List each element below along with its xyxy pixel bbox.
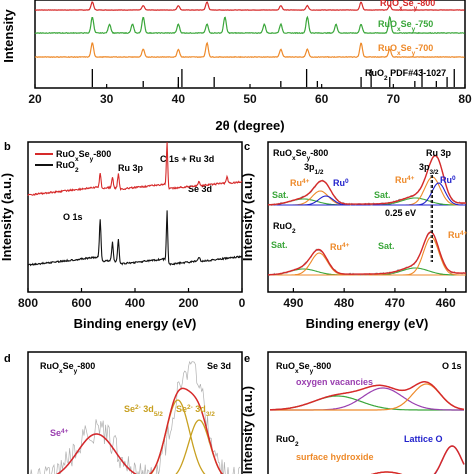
panel-c-curves — [267, 154, 467, 276]
c-label-shift: 0.25 eV — [385, 208, 416, 218]
xrd-series-3 — [34, 41, 465, 59]
a-xlabel: 2θ (degree) — [215, 118, 284, 133]
e-label-surface-hydroxide: surface hydroxide — [296, 452, 374, 462]
panel-c-ticks: 490 480 470 460 — [283, 288, 456, 310]
d-label-se4: Se4+ — [50, 428, 69, 439]
panel-c-frame — [267, 141, 467, 293]
c-label-sat-3: Sat. — [271, 240, 288, 250]
b-legend-ruo2: RuO2 — [56, 160, 79, 174]
c-tick-label: 460 — [436, 296, 456, 310]
c-label-sat-1: Sat. — [272, 190, 289, 200]
a-label-700: RuOxSey-700 — [378, 43, 433, 57]
panel-c: c RuOxSey-800 Ru 3p 3p1/2 3p3/2 Ru4+ Ru0… — [240, 141, 468, 331]
a-tick-label: 60 — [315, 92, 329, 106]
se3d-raw — [30, 360, 241, 474]
panel-a-ticks: 20 30 40 50 60 70 80 — [28, 84, 472, 106]
c-label-p12: 3p1/2 — [304, 162, 324, 176]
b-ylabel: Intensity (a.u.) — [0, 173, 14, 261]
a-tick-label: 80 — [458, 92, 472, 106]
b-tick-label: 600 — [71, 296, 91, 310]
c-label-ru3p: Ru 3p — [426, 148, 452, 158]
c-label-ru0-b: Ru0 — [440, 175, 456, 186]
e-panel-letter: e — [244, 353, 250, 365]
b-tick-label: 400 — [125, 296, 145, 310]
panel-a: RuOxSey-800 RuOxSey-750 RuOxSey-700 RuO2… — [1, 0, 472, 133]
panel-e-frame — [267, 351, 467, 474]
panel-b-ticks: 800 600 400 200 0 — [18, 288, 246, 310]
c-label-sat-2: Sat. — [374, 190, 391, 200]
c-label-ru4-a: Ru4+ — [290, 178, 310, 189]
a-tick-label: 50 — [243, 92, 257, 106]
d-label-se52: Se2- 3d5/2 — [124, 404, 163, 418]
d-label-se32: Se2- 3d3/2 — [176, 404, 215, 418]
panel-a-curves — [34, 1, 465, 59]
panel-d-frame — [27, 351, 243, 474]
e-label-lattice-o: Lattice O — [404, 434, 443, 444]
panel-b: b RuOxSey-800 RuO2 Ru 3p C 1s + Ru 3d Se… — [0, 141, 246, 331]
c-label-ru4-c: Ru4+ — [330, 242, 350, 253]
e-title: O 1s — [442, 361, 462, 371]
c-label-p32: 3p3/2 — [419, 162, 439, 176]
e-ylabel: Intensity (a.u.) — [240, 386, 255, 474]
a-ylabel: Intensity — [1, 9, 16, 63]
b-tick-label: 200 — [178, 296, 198, 310]
c-label-ruo2: RuO2 — [273, 221, 296, 235]
c-panel-letter: c — [244, 141, 250, 153]
ru3p-ruo2-envelope — [268, 231, 467, 276]
o1s-ruoxsey-envelope — [270, 381, 465, 411]
ru3p-ruo2-ru4-12 — [268, 252, 466, 276]
panel-e: e RuOxSey-800 O 1s oxygen vacancies RuO2… — [240, 351, 467, 474]
c-tick-label: 470 — [385, 296, 405, 310]
panel-d: d RuOxSey-800 Se 3d Se4+ Se2- 3d5/2 Se2-… — [4, 351, 243, 474]
e-label-ruo2: RuO2 — [276, 434, 299, 448]
a-label-reference: RuO2 PDF#43-1027 — [365, 68, 446, 82]
panel-d-curves — [30, 360, 241, 474]
se2-3d32-component — [175, 419, 224, 474]
o1s-ruoxsey-lattice — [270, 383, 465, 411]
e-label-oxygen-vacancies: oxygen vacancies — [296, 377, 373, 387]
a-label-750: RuOxSey-750 — [378, 19, 433, 33]
d-label-800: RuOxSey-800 — [40, 361, 95, 375]
xrd-series-2 — [34, 15, 465, 35]
panel-a-reference-lines — [91, 69, 455, 87]
b-tick-label: 800 — [18, 296, 38, 310]
d-title: Se 3d — [207, 361, 231, 371]
d-panel-letter: d — [4, 353, 11, 365]
o1s-ruoxsey-hydroxide — [270, 395, 464, 411]
ru3p-ruoxsey-envelope — [268, 154, 466, 206]
panel-b-curves — [27, 142, 243, 267]
e-label-800: RuOxSey-800 — [276, 361, 331, 375]
b-annot-ru3p: Ru 3p — [118, 163, 144, 173]
c-label-sat-4: Sat. — [378, 241, 395, 251]
b-panel-letter: b — [4, 141, 11, 153]
b-annot-se3d: Se 3d — [188, 184, 212, 194]
b-xlabel: Binding energy (eV) — [74, 316, 197, 331]
a-tick-label: 70 — [387, 92, 401, 106]
a-tick-label: 30 — [100, 92, 114, 106]
a-label-800: RuOxSey-800 — [380, 0, 435, 12]
b-legend-800: RuOxSey-800 — [56, 149, 111, 163]
c-xlabel: Binding energy (eV) — [306, 316, 429, 331]
c-label-ru4-b: Ru4+ — [395, 175, 415, 186]
survey-ruo2 — [27, 210, 242, 267]
c-label-ru0-a: Ru0 — [333, 178, 349, 189]
c-label-800: RuOxSey-800 — [273, 148, 328, 162]
panel-e-curves — [270, 381, 465, 474]
b-tick-label: 0 — [239, 296, 246, 310]
c-tick-label: 480 — [334, 296, 354, 310]
a-tick-label: 20 — [28, 92, 42, 106]
c-tick-label: 490 — [283, 296, 303, 310]
b-annot-o1s: O 1s — [63, 212, 83, 222]
xrd-series-1 — [35, 1, 465, 11]
c-label-ru4-d: Ru4+ — [448, 230, 468, 241]
b-annot-c1s: C 1s + Ru 3d — [160, 154, 214, 164]
survey-ruoxsey — [27, 142, 243, 196]
a-tick-label: 40 — [172, 92, 186, 106]
c-ylabel: Intensity (a.u.) — [240, 173, 255, 261]
